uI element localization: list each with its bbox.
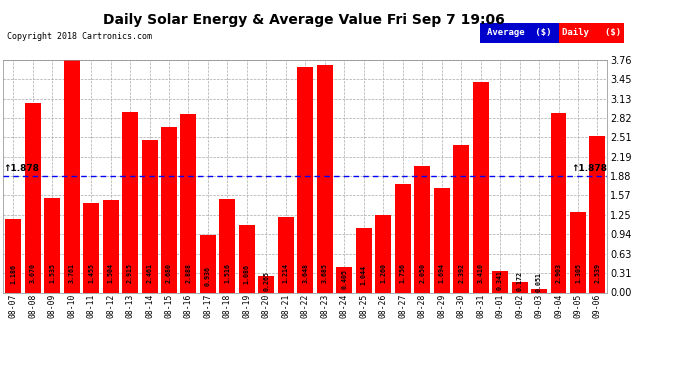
- Text: Daily Solar Energy & Average Value Fri Sep 7 19:06: Daily Solar Energy & Average Value Fri S…: [103, 13, 504, 27]
- Bar: [492, 272, 508, 292]
- Text: 2.888: 2.888: [186, 263, 191, 283]
- Bar: [511, 282, 528, 292]
- Bar: [239, 225, 255, 292]
- Text: 1.214: 1.214: [283, 264, 289, 284]
- Bar: [63, 60, 79, 292]
- Bar: [375, 214, 391, 292]
- Bar: [161, 127, 177, 292]
- Bar: [297, 67, 313, 292]
- Bar: [83, 202, 99, 292]
- Text: 1.305: 1.305: [575, 263, 581, 283]
- Bar: [103, 200, 119, 292]
- Text: ↑1.878: ↑1.878: [3, 164, 39, 173]
- Text: 0.936: 0.936: [205, 266, 211, 285]
- Text: 3.761: 3.761: [68, 263, 75, 283]
- Bar: [278, 217, 294, 292]
- Text: 2.903: 2.903: [555, 263, 562, 283]
- Text: 2.392: 2.392: [458, 263, 464, 283]
- Text: 3.648: 3.648: [302, 263, 308, 283]
- Text: 1.504: 1.504: [108, 263, 114, 283]
- Bar: [336, 267, 353, 292]
- Bar: [6, 219, 21, 292]
- Text: 1.260: 1.260: [380, 263, 386, 283]
- Text: 1.044: 1.044: [361, 265, 367, 285]
- Text: 2.461: 2.461: [146, 263, 152, 283]
- Text: 1.516: 1.516: [224, 263, 230, 283]
- Text: 0.265: 0.265: [264, 270, 269, 291]
- Bar: [141, 140, 157, 292]
- Text: 2.915: 2.915: [127, 263, 133, 283]
- Bar: [200, 235, 216, 292]
- Text: 0.172: 0.172: [517, 271, 522, 291]
- Text: 1.186: 1.186: [10, 264, 16, 284]
- Text: 0.051: 0.051: [536, 272, 542, 292]
- Bar: [356, 228, 372, 292]
- Bar: [531, 290, 547, 292]
- Bar: [453, 145, 469, 292]
- Text: 3.410: 3.410: [477, 263, 484, 283]
- Bar: [317, 64, 333, 292]
- Bar: [122, 112, 138, 292]
- Bar: [44, 198, 60, 292]
- Bar: [551, 113, 566, 292]
- Text: 3.070: 3.070: [30, 263, 36, 283]
- Bar: [25, 103, 41, 292]
- Text: 0.341: 0.341: [497, 270, 503, 290]
- Text: Copyright 2018 Cartronics.com: Copyright 2018 Cartronics.com: [7, 32, 152, 41]
- Text: 3.685: 3.685: [322, 263, 328, 283]
- Text: 2.050: 2.050: [420, 263, 425, 283]
- Text: 2.680: 2.680: [166, 263, 172, 283]
- Bar: [258, 276, 275, 292]
- Text: ↑1.878: ↑1.878: [571, 164, 607, 173]
- Bar: [395, 184, 411, 292]
- Text: Daily   ($): Daily ($): [562, 28, 621, 38]
- Bar: [414, 166, 430, 292]
- Text: 1.455: 1.455: [88, 263, 94, 283]
- Bar: [434, 188, 450, 292]
- Text: 2.539: 2.539: [595, 263, 600, 283]
- Bar: [219, 199, 235, 292]
- Text: 1.756: 1.756: [400, 263, 406, 283]
- Text: 1.694: 1.694: [439, 263, 444, 283]
- Bar: [181, 114, 197, 292]
- Text: 1.535: 1.535: [49, 263, 55, 283]
- Bar: [589, 135, 605, 292]
- Text: 1.086: 1.086: [244, 264, 250, 285]
- Bar: [570, 212, 586, 292]
- Bar: [473, 82, 489, 292]
- Text: 0.405: 0.405: [342, 270, 347, 290]
- Text: Average  ($): Average ($): [487, 28, 551, 38]
